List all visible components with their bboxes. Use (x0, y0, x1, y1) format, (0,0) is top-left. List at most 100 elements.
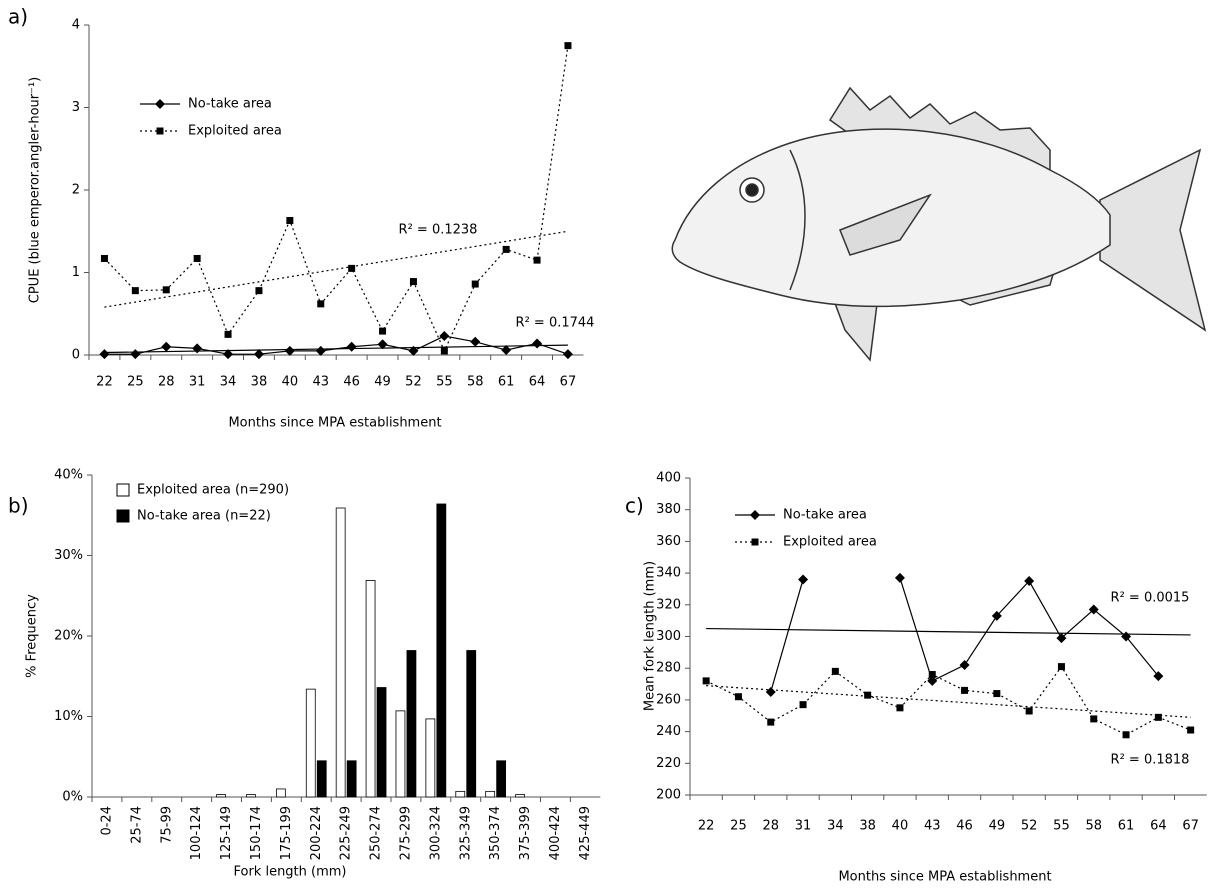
point-marker (194, 255, 201, 262)
y-tick-label: 360 (656, 534, 681, 549)
bar (276, 789, 285, 797)
point-marker (1090, 715, 1097, 722)
x-tick-label: 38 (251, 375, 268, 390)
x-tick-label: 61 (498, 375, 515, 390)
bar (347, 761, 356, 797)
x-tick-label: 75-99 (159, 806, 174, 844)
point-marker (766, 687, 776, 697)
point-marker (285, 346, 295, 356)
point-marker (534, 257, 541, 264)
legend-marker (155, 99, 165, 109)
x-tick-label: 43 (924, 819, 941, 834)
x-tick-label: 46 (956, 819, 973, 834)
x-tick-label: 25-74 (129, 806, 144, 844)
x-tick-label: 52 (405, 375, 422, 390)
x-tick-label: 55 (1053, 819, 1070, 834)
x-tick-label: 67 (1182, 819, 1199, 834)
trend-annotation: R² = 0.1744 (516, 316, 595, 331)
point-marker (379, 328, 386, 335)
point-marker (532, 338, 542, 348)
legend-swatch (117, 484, 129, 496)
x-tick-label: 100-124 (189, 806, 204, 860)
point-marker (439, 331, 449, 341)
trend-line (706, 686, 1191, 718)
panel-label: b) (8, 494, 29, 518)
y-tick-label: 340 (656, 566, 681, 581)
y-tick-label: 320 (656, 597, 681, 612)
legend-label: Exploited area (n=290) (137, 483, 289, 498)
y-tick-label: 40% (54, 468, 83, 483)
x-tick-label: 425-449 (578, 806, 593, 860)
figure: a) Months since MPA establishment CPUE (bl… (0, 0, 1208, 888)
x-axis-title: Fork length (mm) (233, 865, 346, 880)
point-marker (347, 342, 357, 352)
trend-annotation: R² = 0.0015 (1111, 591, 1190, 606)
series-line (104, 46, 568, 351)
point-marker (101, 255, 108, 262)
y-tick-label: 1 (72, 265, 80, 280)
x-tick-label: 49 (374, 375, 391, 390)
point-marker (225, 331, 232, 338)
x-tick-label: 55 (436, 375, 453, 390)
x-tick-label: 38 (859, 819, 876, 834)
bar (336, 508, 345, 797)
bar (396, 711, 405, 797)
legend-label: Exploited area (783, 535, 877, 550)
x-tick-label: 34 (827, 819, 844, 834)
point-marker (192, 343, 202, 353)
x-tick-label: 150-174 (249, 806, 264, 860)
legend-label: No-take area (188, 97, 272, 112)
point-marker (735, 693, 742, 700)
x-tick-label: 40 (892, 819, 909, 834)
x-tick-label: 64 (1150, 819, 1167, 834)
x-tick-label: 31 (189, 375, 206, 390)
legend-label: No-take area (n=22) (137, 509, 271, 524)
x-axis-title: Months since MPA establishment (228, 416, 441, 431)
bar (456, 791, 465, 797)
point-marker (503, 246, 510, 253)
bar (217, 795, 226, 797)
point-marker (703, 677, 710, 684)
x-tick-label: 22 (698, 819, 715, 834)
x-tick-label: 275-299 (398, 806, 413, 860)
x-tick-label: 28 (158, 375, 175, 390)
point-marker (1058, 663, 1065, 670)
point-marker (255, 287, 262, 294)
x-tick-label: 350-374 (488, 806, 503, 860)
point-marker (161, 342, 171, 352)
point-marker (130, 349, 140, 359)
bar (497, 761, 506, 797)
y-tick-label: 10% (54, 709, 83, 724)
bar (306, 689, 315, 797)
y-tick-label: 260 (656, 692, 681, 707)
point-marker (798, 574, 808, 584)
legend-label: No-take area (783, 508, 867, 523)
y-tick-label: 220 (656, 756, 681, 771)
point-marker (472, 281, 479, 288)
x-tick-label: 375-399 (518, 806, 533, 860)
y-tick-label: 200 (656, 788, 681, 803)
x-tick-label: 40 (282, 375, 299, 390)
point-marker (563, 349, 573, 359)
y-tick-label: 20% (54, 629, 83, 644)
point-marker (132, 287, 139, 294)
x-tick-label: 175-199 (279, 806, 294, 860)
trend-line (104, 231, 568, 307)
legend-swatch (117, 510, 129, 522)
panel-label: a) (8, 5, 28, 29)
bar (467, 650, 476, 797)
x-axis-title: Months since MPA establishment (838, 870, 1051, 885)
series-line (706, 667, 1191, 735)
tail-fin (1100, 150, 1205, 330)
x-tick-label: 22 (96, 375, 113, 390)
point-marker (960, 660, 970, 670)
panel-label: c) (625, 494, 644, 518)
x-tick-label: 34 (220, 375, 237, 390)
y-tick-label: 2 (72, 183, 80, 198)
point-marker (864, 692, 871, 699)
y-axis-title: CPUE (blue emperor.angler-hour⁻¹) (28, 77, 43, 303)
point-marker (99, 349, 109, 359)
legend-marker (157, 128, 164, 135)
point-marker (441, 347, 448, 354)
point-marker (316, 346, 326, 356)
